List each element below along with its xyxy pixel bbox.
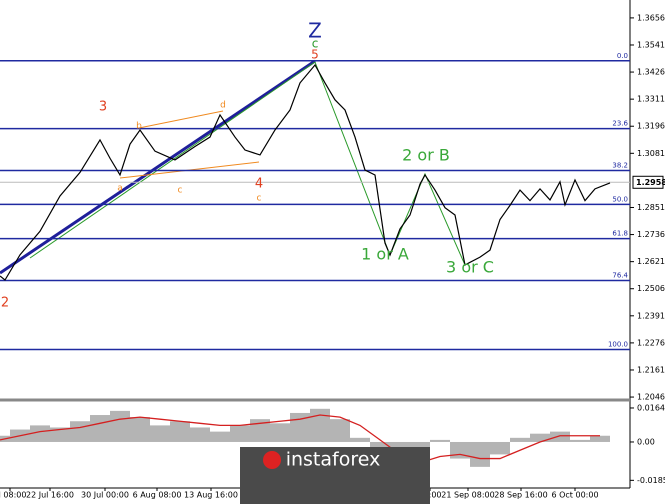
y-tick-label: -0.0185 — [637, 476, 665, 485]
fib-label: 100.0 — [608, 340, 628, 348]
histogram-bar — [110, 410, 130, 442]
histogram-bar — [250, 419, 270, 442]
x-tick-label: 6 Oct 00:00 — [551, 491, 598, 500]
wave-label: c — [312, 37, 319, 51]
y-tick-label: 1.2046 — [637, 393, 665, 402]
histogram-bar — [590, 435, 610, 442]
x-tick-label: 22 Jul 16:00 — [26, 491, 74, 500]
channel-line — [138, 110, 224, 129]
histogram-bar — [550, 431, 570, 442]
x-tick-label: 6 Aug 08:00 — [133, 491, 182, 500]
y-tick-label: 1.2161 — [637, 365, 665, 374]
y-tick-label: 1.3541 — [637, 40, 665, 49]
x-tick-label: 21 Sep 08:00 — [441, 491, 494, 500]
x-tick-label: 28 Sep 16:00 — [494, 491, 547, 500]
current-price-label: 1.2958 — [636, 178, 665, 187]
histogram-bar — [90, 415, 110, 442]
histogram-bar — [50, 427, 70, 442]
histogram-bar — [170, 421, 190, 442]
histogram-bar — [130, 417, 150, 442]
y-tick-label: 0.0164 — [637, 403, 665, 412]
fib-label: 23.6 — [612, 120, 628, 128]
wave-line — [314, 61, 466, 266]
fib-label: 50.0 — [612, 195, 628, 203]
current-price-box — [632, 175, 664, 189]
wave-label: c — [178, 186, 183, 196]
price-panel: 1.3656 1.3541 1.3426 1.3311 1.3196 1.3081 1.28… — [0, 13, 665, 500]
histogram-bar — [490, 441, 510, 455]
histogram-bar — [150, 425, 170, 442]
histogram-bar — [530, 433, 550, 442]
trend-line — [29, 61, 316, 259]
histogram-bar — [30, 425, 50, 442]
y-tick-label: 1.3081 — [637, 149, 665, 158]
logo-icon — [263, 451, 281, 469]
y-tick-label: 1.2851 — [637, 203, 665, 212]
fib-label: 38.2 — [612, 162, 628, 170]
oscillator-panel: 0.0164 0.00 -0.0185 — [0, 403, 665, 485]
wave-label: 5 — [311, 48, 319, 62]
y-tick-label: 1.2736 — [637, 230, 665, 239]
y-tick-label: 0.00 — [637, 437, 655, 446]
y-tick-label: 1.3426 — [637, 68, 665, 77]
wave-label: 1 or A — [361, 245, 409, 264]
y-tick-label: 1.2506 — [637, 284, 665, 293]
fib-label: 61.8 — [612, 230, 628, 238]
histogram-bar — [270, 423, 290, 442]
x-tick-label: 30 Jul 00:00 — [81, 491, 129, 500]
y-tick-label: 1.3196 — [637, 122, 665, 131]
wave-label: a — [117, 184, 123, 194]
fib-label: 76.4 — [612, 271, 628, 279]
histogram-bar — [230, 425, 250, 442]
histogram-bar — [350, 437, 370, 442]
wave-label: b — [136, 122, 142, 132]
y-tick-label: 1.3656 — [637, 13, 665, 22]
histogram-bar — [510, 437, 530, 442]
y-tick-label: 1.2391 — [637, 311, 665, 320]
wave-label: d — [220, 101, 226, 111]
y-tick-label: 1.2621 — [637, 257, 665, 266]
fib-label: 0.0 — [617, 52, 628, 60]
logo-text: instaforex — [286, 449, 381, 471]
signal-line — [0, 414, 600, 464]
histogram-bar — [210, 431, 230, 442]
histogram-bar — [430, 439, 450, 442]
y-tick-label: 1.3311 — [637, 95, 665, 104]
y-tick-label: 1.2276 — [637, 338, 665, 347]
wave-label: c — [257, 194, 262, 204]
histogram-bar — [570, 439, 590, 442]
x-tick-label: 13 Aug 16:00 — [184, 491, 238, 500]
histogram-bar — [470, 441, 490, 467]
trend-line — [0, 59, 316, 275]
histogram-bar — [190, 427, 210, 442]
histogram-bar — [330, 419, 350, 442]
wave-label: 2 or B — [402, 146, 450, 165]
histogram-bar — [310, 408, 330, 442]
wave-label: 4 — [255, 177, 263, 192]
wave-label: 3 or C — [446, 258, 494, 277]
x-tick-label: ul 08:00 — [0, 491, 26, 500]
price-line — [0, 63, 611, 281]
wave-label: Z — [308, 19, 322, 43]
histogram-bar — [70, 421, 90, 442]
wave-label: 3 — [99, 100, 107, 115]
wave-label: 2 — [1, 296, 9, 311]
